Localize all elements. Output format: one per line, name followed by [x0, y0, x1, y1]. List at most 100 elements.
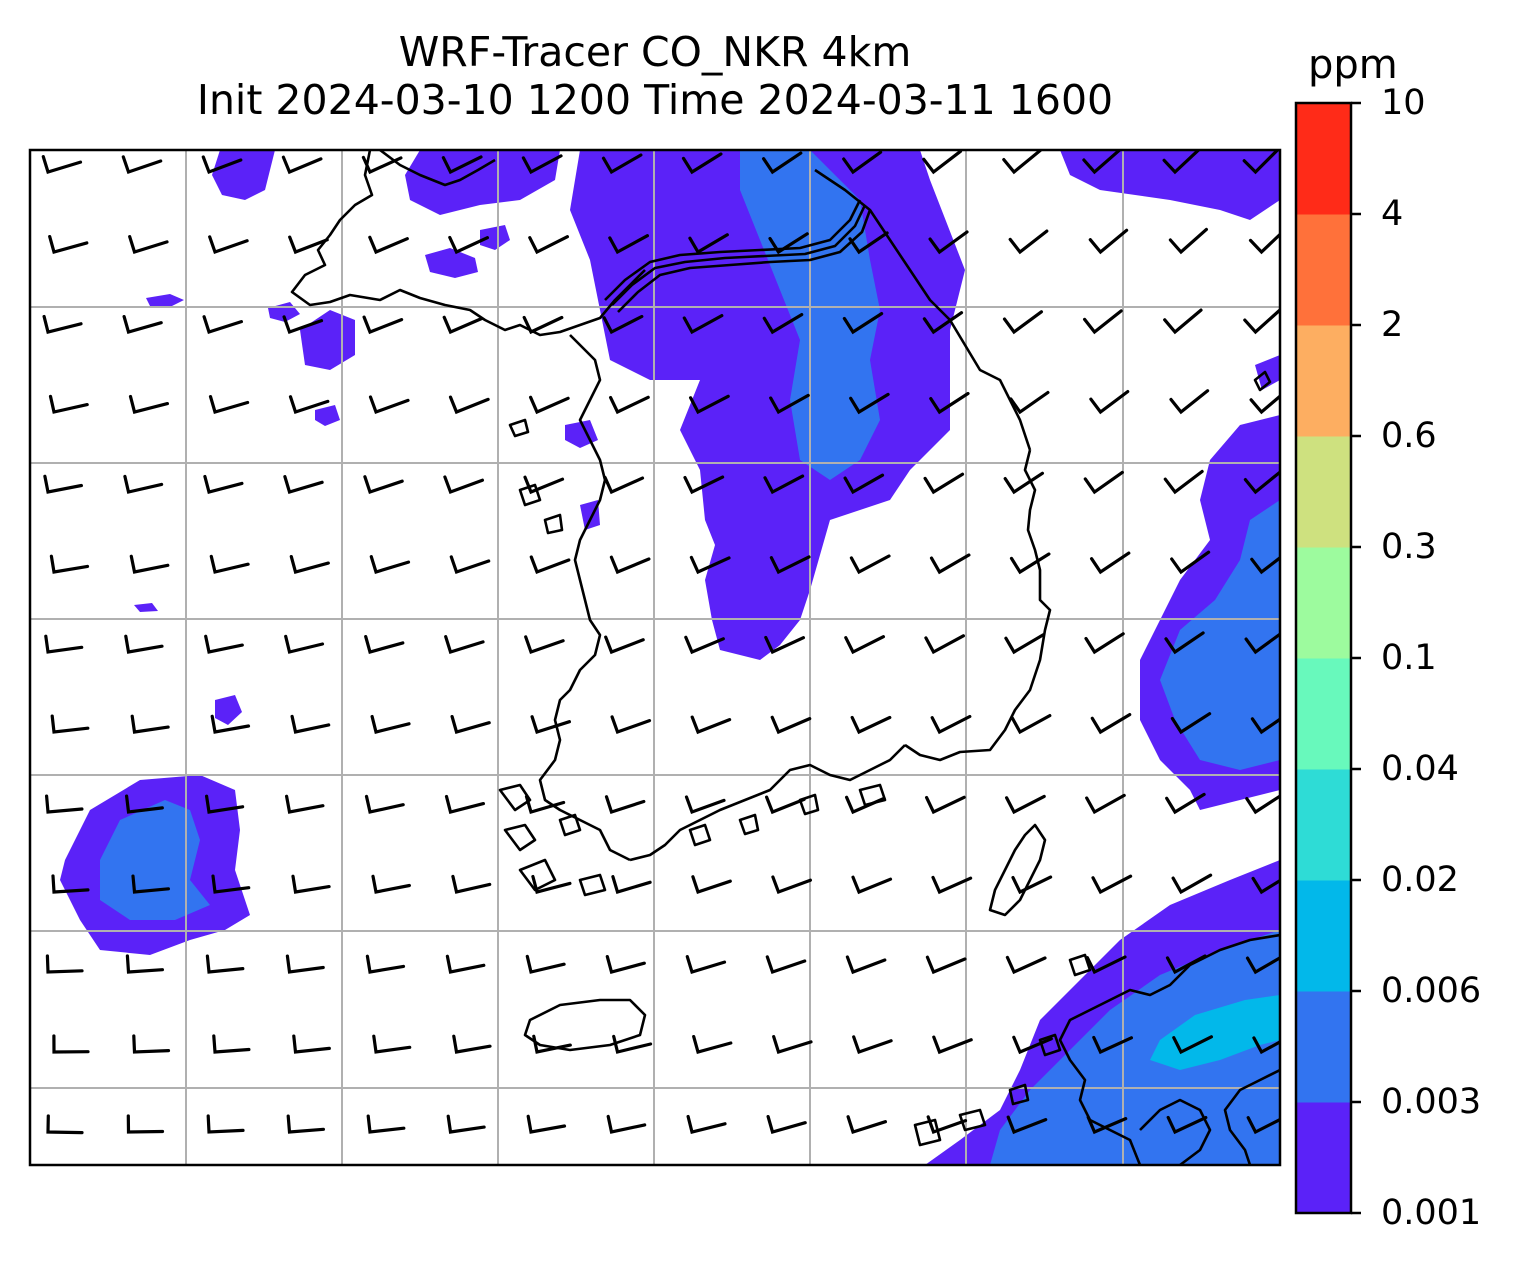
wind-barb [606, 1114, 647, 1134]
coastlines [290, 150, 1280, 1165]
wind-barb [129, 554, 170, 574]
wind-barb [762, 313, 804, 335]
colorbar-segment [1296, 991, 1351, 1103]
wind-barb [283, 475, 324, 494]
wind-barb [128, 235, 169, 255]
wind-barb [1243, 307, 1280, 335]
wind-barb [611, 875, 652, 894]
patch-nw-1 [212, 150, 275, 200]
wind-barb [1166, 1115, 1208, 1135]
islands-south [688, 783, 887, 847]
wind-barb [205, 954, 245, 974]
wind-barb [281, 155, 323, 175]
wind-barb [523, 475, 565, 495]
wind-barb [771, 875, 812, 895]
wind-barb [1004, 633, 1045, 655]
wind-barb [681, 152, 723, 175]
wind-barb [688, 233, 729, 255]
islands-kyushu-west [913, 953, 1092, 1147]
wind-barb [765, 955, 807, 975]
wind-barb [205, 794, 245, 814]
wind-barb [1162, 150, 1201, 175]
wind-barb [126, 1114, 165, 1134]
wind-barb [1242, 150, 1280, 175]
plot-frame [28, 148, 1282, 1167]
wind-barb [1009, 552, 1051, 575]
wind-barb [929, 553, 971, 575]
wind-barb [206, 1114, 245, 1134]
wind-barb [1008, 229, 1049, 255]
wind-barb [1170, 550, 1211, 575]
wind-barb [684, 635, 725, 655]
wind-barb [1002, 310, 1043, 335]
wind-barb [448, 235, 489, 255]
wind-barb [932, 1035, 973, 1055]
wind-barb [45, 954, 84, 974]
wind-barb [845, 955, 887, 975]
wind-barb [364, 794, 405, 814]
wind-barb [371, 874, 411, 894]
wind-barb [1005, 794, 1046, 815]
wind-barb [1243, 470, 1280, 495]
wind-barb [52, 1034, 90, 1054]
wind-barb [203, 474, 244, 494]
wind-barb [361, 155, 403, 175]
wind-barb [521, 154, 563, 175]
colorbar-tick-label: 0.001 [1381, 1193, 1482, 1233]
wind-barb [845, 795, 886, 815]
colorbar-tick-label: 0.003 [1381, 1082, 1482, 1122]
wind-barb [130, 714, 170, 734]
wind-barb [452, 1034, 492, 1054]
wind-barb [929, 391, 970, 415]
wind-barb [449, 555, 491, 575]
colorbar-tick-label: 0.006 [1381, 971, 1482, 1011]
wind-barb [1009, 390, 1050, 415]
wind-barb [1171, 873, 1213, 895]
boundary-yalu-2 [611, 204, 867, 306]
wind-barb [529, 555, 571, 575]
wind-barb [128, 394, 169, 414]
wind-barb [441, 155, 483, 175]
wind-barb [125, 954, 164, 974]
coastline-kyushu-inlet [1223, 1068, 1280, 1165]
wind-barb [1245, 794, 1280, 815]
wind-barb [372, 1034, 412, 1054]
wind-barb [851, 875, 893, 895]
wind-barb [529, 395, 570, 415]
wind-barb [922, 150, 963, 175]
wind-barb [689, 555, 731, 575]
wind-barb [1089, 390, 1130, 415]
wind-barb [531, 874, 572, 894]
wind-barb [41, 155, 83, 174]
wind-barb [450, 715, 491, 734]
colorbar-segment [1296, 325, 1351, 437]
island-tsushima [988, 823, 1047, 917]
wind-barb [925, 795, 966, 815]
wind-barb [1091, 874, 1133, 895]
wind-barb [1163, 469, 1204, 495]
wind-barb [124, 634, 164, 654]
patch-nw-5 [146, 294, 184, 307]
wind-barb [368, 235, 409, 255]
wind-barb [691, 875, 732, 895]
wind-barb [1169, 389, 1210, 415]
wind-barb [288, 235, 329, 255]
wind-barb [202, 315, 243, 335]
wind-barb [210, 714, 251, 734]
wind-barb [284, 634, 325, 654]
patch-mid-3 [315, 405, 340, 426]
patch-mid-4 [215, 695, 242, 725]
wind-barb [532, 1034, 572, 1054]
patch-mid-5 [134, 603, 158, 612]
wind-barb [131, 874, 170, 894]
title-line-1: WRF-Tracer CO_NKR 4km [398, 28, 912, 76]
wind-barb [684, 795, 726, 815]
wind-barb [1010, 714, 1052, 735]
wind-barb [1088, 228, 1129, 255]
wind-barb [846, 1115, 887, 1135]
wind-barb [609, 395, 650, 415]
colorbar-tick-label: 0.1 [1381, 638, 1437, 678]
wind-barb [291, 874, 331, 894]
wind-barb [604, 635, 645, 655]
wind-barb [1092, 1035, 1133, 1055]
